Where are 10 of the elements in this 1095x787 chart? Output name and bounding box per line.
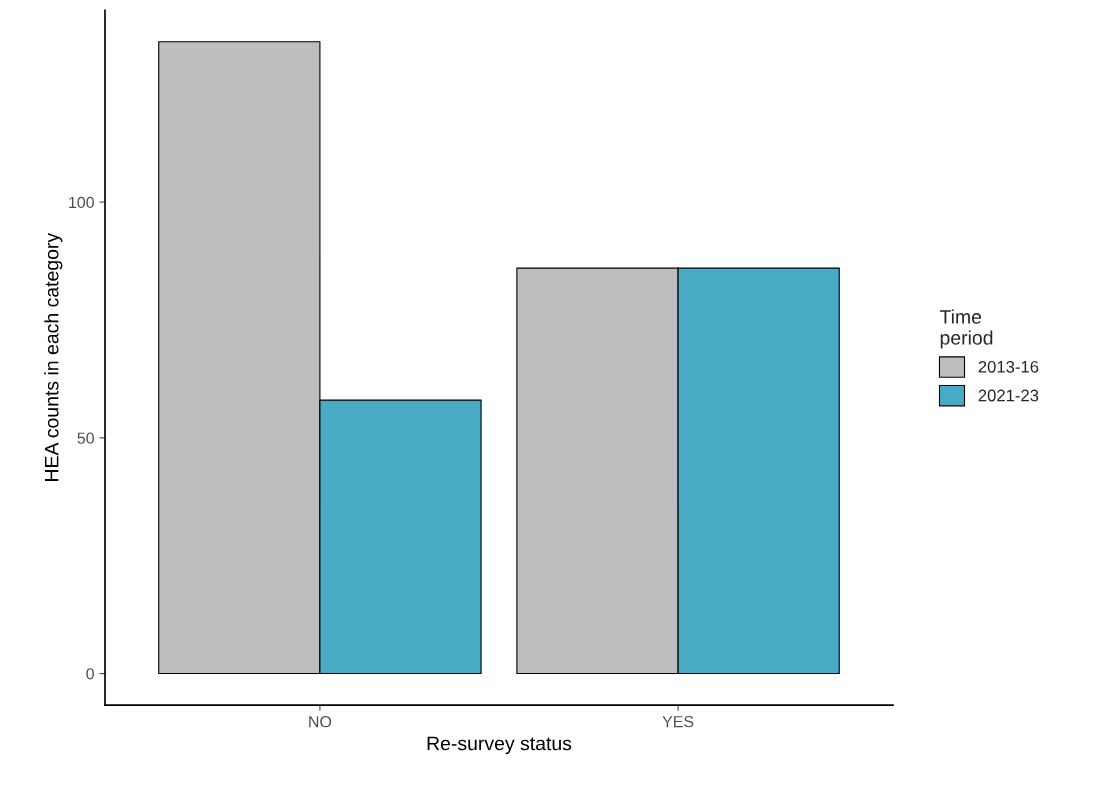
y-tick-label: 0	[86, 668, 94, 680]
x-axis-title: Re-survey status	[427, 736, 572, 755]
legend-label: 2021-23	[978, 389, 1039, 402]
y-tick-label: 100	[69, 196, 94, 209]
legend-label: 2013-16	[978, 360, 1039, 373]
x-tick-label: NO	[309, 715, 332, 728]
y-tick-label: 50	[77, 432, 94, 444]
x-tick-label: YES	[662, 715, 694, 728]
y-axis-title: HEA counts in each category	[44, 232, 63, 481]
legend-title: Time period	[939, 309, 993, 349]
